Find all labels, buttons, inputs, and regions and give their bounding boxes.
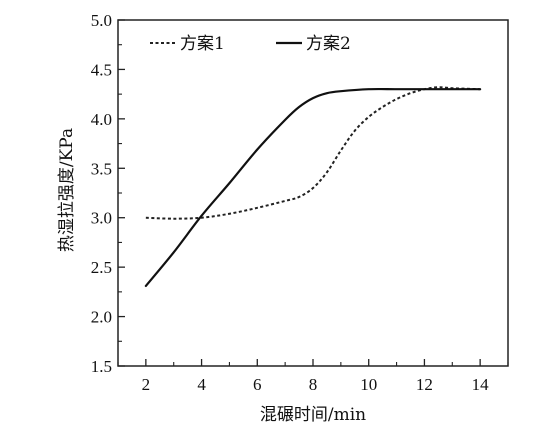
- x-tick-label: 2: [142, 375, 151, 394]
- y-tick-label: 4.5: [91, 60, 112, 79]
- y-axis-ticks: 1.5 2.0 2.5 3.0 3.5 4.0 4.5 5.0: [91, 11, 125, 376]
- y-tick-label: 4.0: [91, 110, 112, 129]
- x-tick-label: 8: [309, 375, 318, 394]
- series-layer: [144, 86, 482, 288]
- x-tick-label: 12: [416, 375, 433, 394]
- y-axis-label: 热湿拉强度/KPa: [57, 128, 77, 252]
- x-axis-label: 混碾时间/min: [260, 405, 366, 425]
- y-tick-label: 2.5: [91, 258, 112, 277]
- plot-border: [117, 19, 509, 367]
- y-tick-label: 3.5: [91, 159, 112, 178]
- x-tick-label: 10: [360, 375, 377, 394]
- x-tick-label: 6: [253, 375, 262, 394]
- y-tick-label: 2.0: [91, 308, 112, 327]
- y-tick-label: 1.5: [91, 357, 112, 376]
- y-tick-label: 5.0: [91, 11, 112, 30]
- legend-label-1: 方案1: [180, 34, 225, 54]
- plot-frame: [117, 19, 509, 367]
- legend: 方案1 方案2: [150, 34, 351, 54]
- x-tick-label: 4: [197, 375, 206, 394]
- y-tick-label: 3.0: [91, 209, 112, 228]
- x-tick-label: 14: [472, 375, 490, 394]
- series-line-2: [144, 87, 482, 288]
- legend-label-2: 方案2: [306, 34, 351, 54]
- x-axis-ticks: 2 4 6 8 10 12 14: [117, 359, 509, 394]
- series-line-1: [145, 86, 481, 220]
